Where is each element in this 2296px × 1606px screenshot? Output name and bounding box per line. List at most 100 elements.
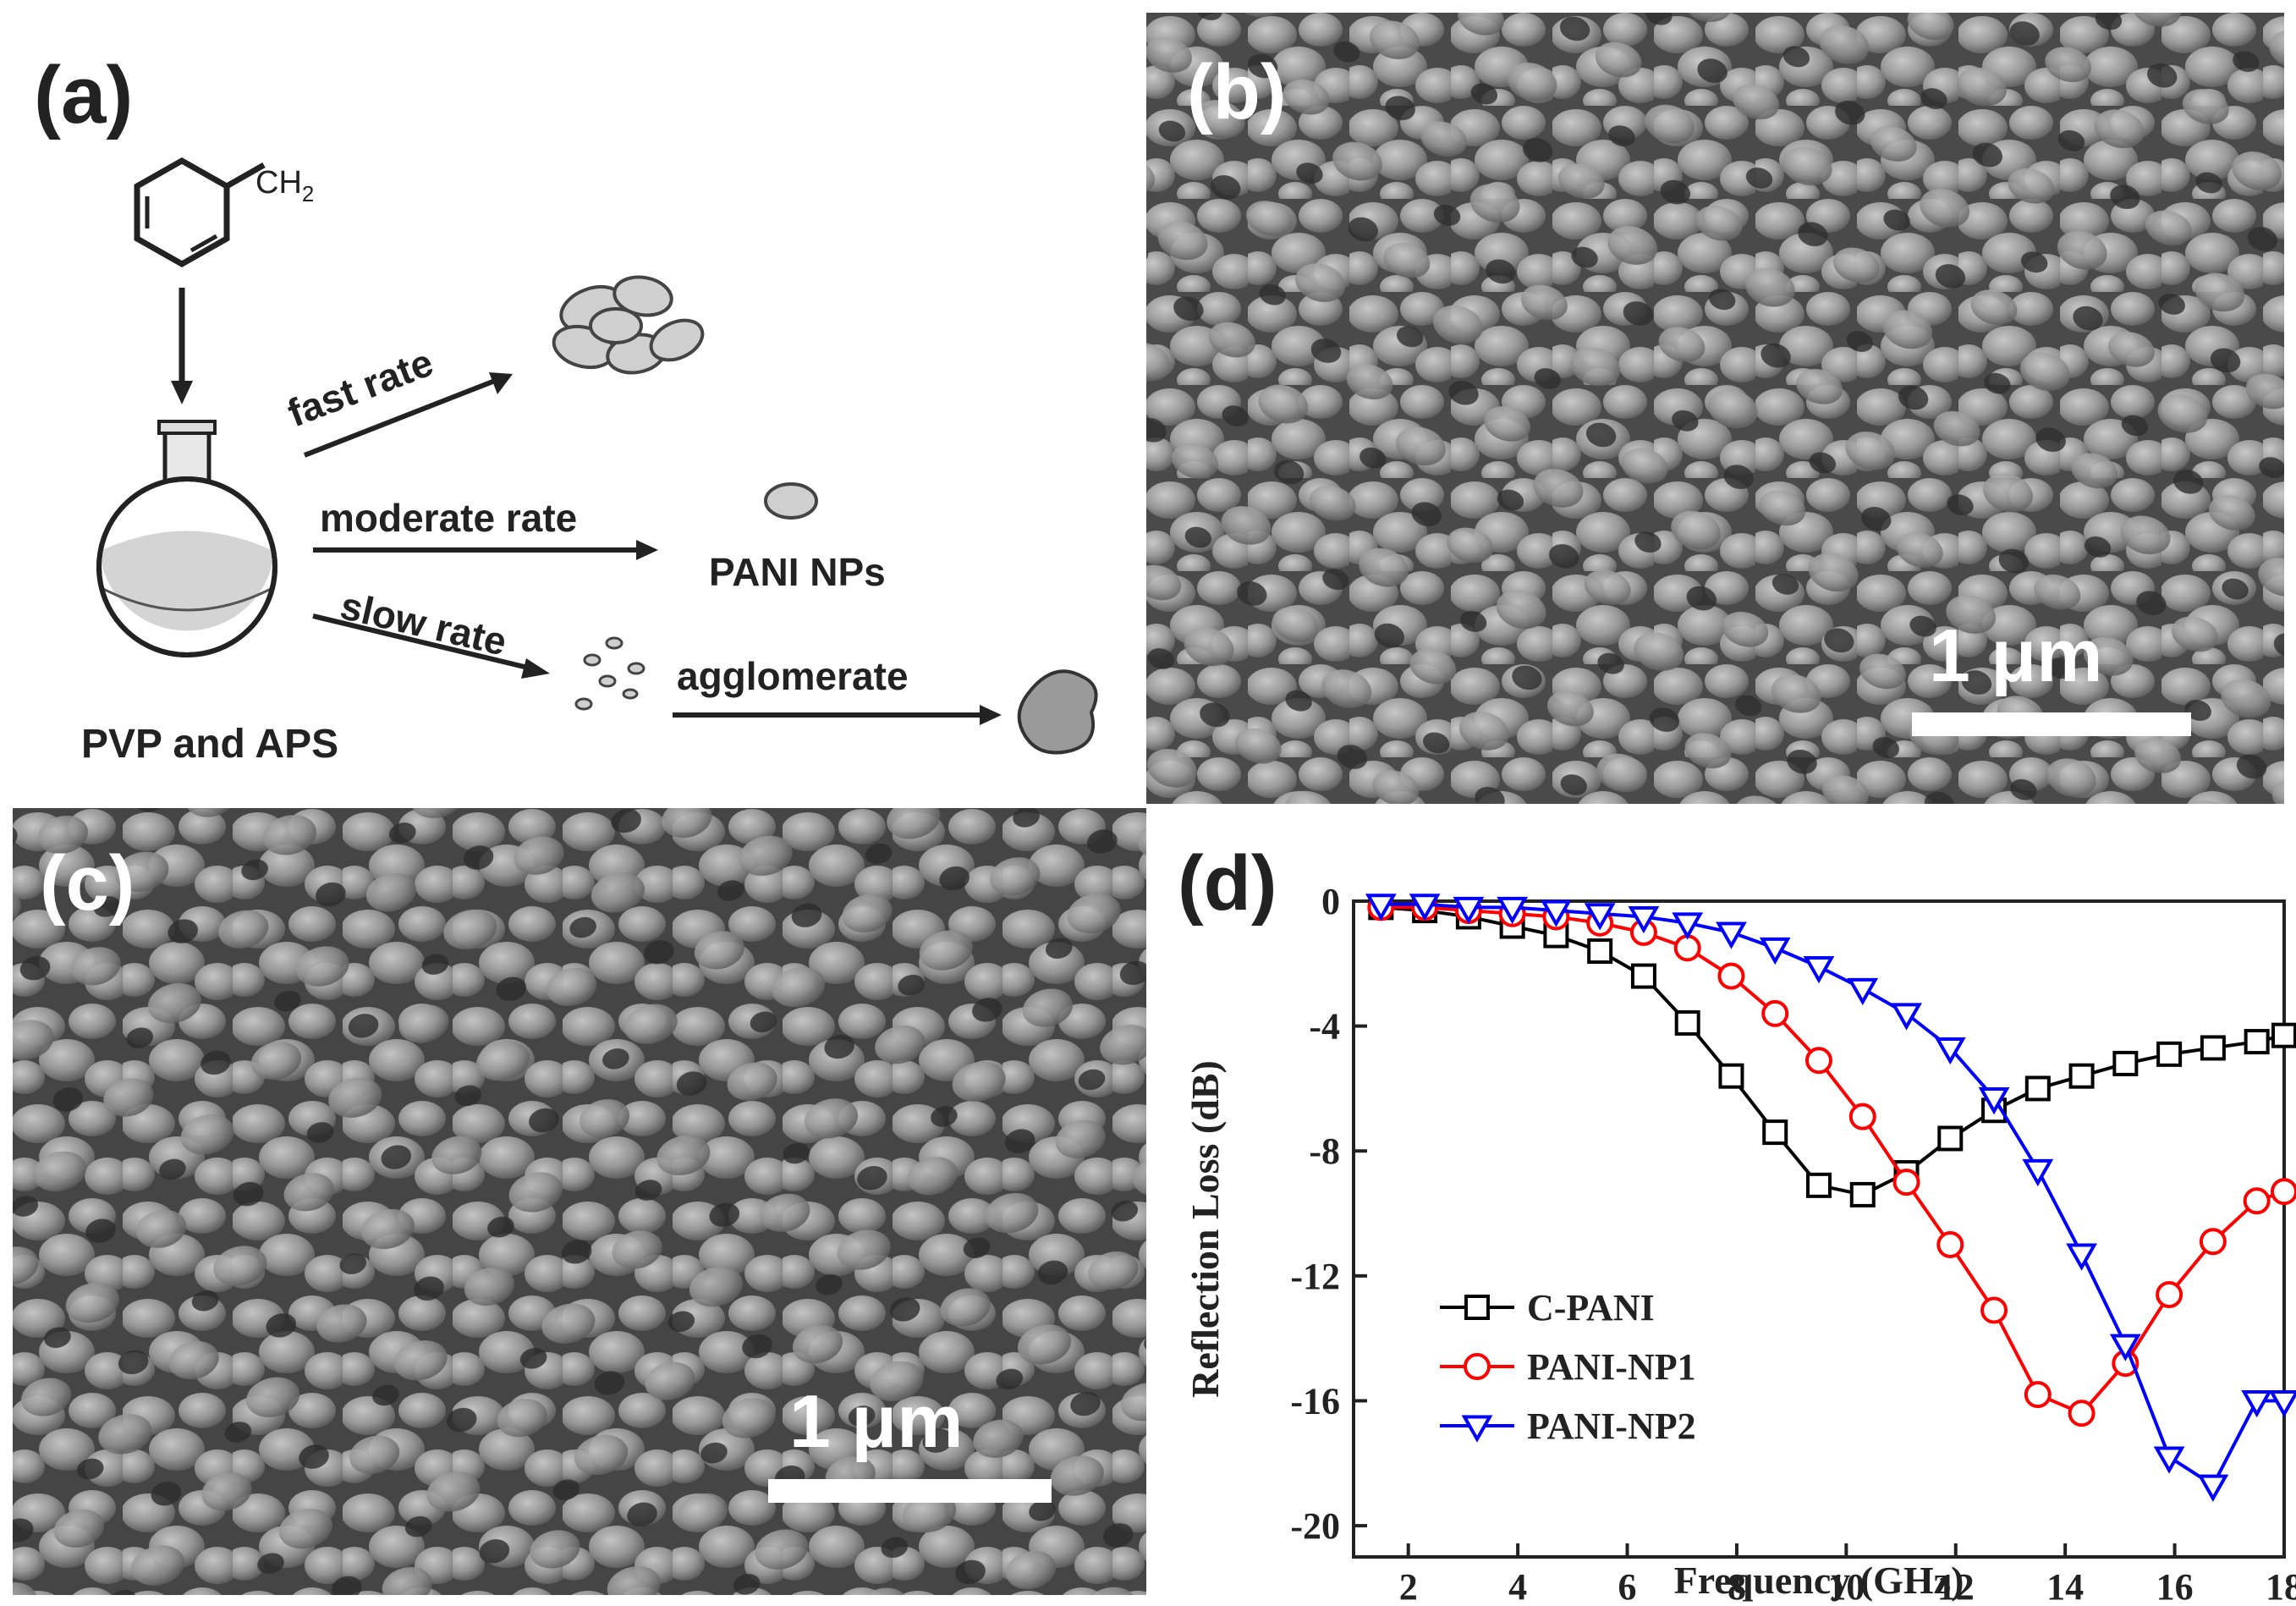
data-point-triangle [1803, 956, 1835, 984]
scale-bar-c [768, 1479, 1052, 1503]
agglomerate-arrow [673, 705, 1002, 725]
data-point-square [2156, 1041, 2183, 1067]
sem-image-c: (c) 1 μm [13, 808, 1146, 1595]
slow-rate-arrow [312, 613, 550, 679]
fast-rate-arrow [303, 372, 513, 458]
molecule-label: CH2 [255, 165, 314, 206]
data-point-circle [2199, 1228, 2227, 1256]
data-point-triangle [1365, 894, 1397, 921]
reflection-loss-chart: (d) 2 4 6 8 10 12 14 16 18 0 -4 -8 -12 -16 -20 C-PANI P… [1178, 840, 2296, 1606]
reflection-loss-chart-panel: (d) 2 4 6 8 10 12 14 16 18 0 -4 -8 -12 -16 -20 C-PANI P… [1151, 808, 2296, 1606]
data-point-circle [1936, 1230, 1964, 1258]
flask-icon [96, 420, 277, 657]
series-c-pani [1368, 894, 2296, 1207]
data-point-triangle [2109, 1334, 2141, 1361]
data-point-square [2244, 1029, 2270, 1055]
y-tick-label: -8 [1309, 1130, 1340, 1172]
legend-item: PANI-NP2 [1440, 1405, 1696, 1447]
panel-label-d: (d) [1178, 840, 1277, 927]
agglomerate-label: agglomerate [677, 654, 909, 698]
data-point-triangle [1584, 903, 1616, 931]
data-point-triangle [1628, 905, 1660, 934]
legend-label: C-PANI [1527, 1287, 1655, 1328]
series-line [1381, 905, 2285, 1416]
data-point-triangle [1934, 1037, 1966, 1065]
data-point-triangle [1672, 912, 1704, 940]
legend-label: PANI-NP1 [1527, 1346, 1696, 1388]
data-point-triangle [1716, 921, 1747, 949]
data-point-circle [1805, 1047, 1832, 1075]
data-point-square [2112, 1050, 2139, 1076]
legend-label: PANI-NP2 [1527, 1405, 1696, 1447]
y-tick-label: -12 [1290, 1256, 1340, 1297]
data-point-triangle [2066, 1243, 2097, 1271]
legend-item: PANI-NP1 [1440, 1346, 1696, 1388]
data-point-square [1630, 963, 1656, 989]
data-point-circle [1848, 1103, 1876, 1130]
series-line [1381, 905, 2285, 1197]
data-point-circle [1464, 1353, 1491, 1380]
x-tick-label: 16 [2156, 1566, 2194, 1606]
chart-series [1365, 894, 2296, 1502]
series-pani-np2 [1365, 894, 2296, 1502]
series-line [1381, 902, 2284, 1488]
x-tick-label: 6 [1618, 1566, 1637, 1606]
data-point-square [1937, 1125, 1964, 1152]
data-point-triangle [2197, 1474, 2229, 1502]
y-tick-label: 0 [1321, 881, 1340, 922]
data-point-triangle [1978, 1087, 2010, 1115]
data-point-circle [2068, 1400, 2096, 1427]
data-point-square [1762, 1119, 1788, 1146]
data-point-circle [1980, 1296, 2008, 1324]
x-tick-label: 14 [2046, 1566, 2084, 1606]
data-point-triangle [2241, 1390, 2273, 1418]
y-tick-label: -4 [1309, 1006, 1340, 1048]
x-tick-label: 4 [1508, 1566, 1527, 1606]
fast-rate-label: fast rate [282, 340, 439, 436]
moderate-rate-arrow [313, 540, 658, 560]
scale-bar-label-c: 1 μm [789, 1379, 963, 1463]
x-tick-label: 12 [1937, 1566, 1975, 1606]
chart-axes: 2 4 6 8 10 12 14 16 18 0 -4 -8 -12 -16 -20 [1290, 881, 2296, 1606]
data-point-square [1464, 1295, 1490, 1320]
agglomerate-particle-icon [1017, 669, 1098, 755]
y-axis-label: Reflection Loss (dB) [1184, 1060, 1227, 1398]
panel-label-c: (c) [40, 840, 135, 927]
panel-label-a: (a) [34, 50, 133, 140]
data-point-square [2271, 1022, 2296, 1048]
x-axis-label: Frequency (GHz) [1674, 1559, 1964, 1602]
x-tick-label: 18 [2266, 1566, 2296, 1606]
legend-item: C-PANI [1440, 1287, 1655, 1328]
data-point-triangle [1541, 899, 1572, 927]
y-tick-label: -20 [1290, 1505, 1340, 1547]
data-point-square [1674, 1009, 1700, 1036]
data-point-triangle [1453, 896, 1485, 925]
nuclei-icon [574, 636, 645, 711]
data-point-triangle [1497, 896, 1529, 925]
sem-texture-c: (c) 1 μm [13, 808, 1146, 1595]
data-point-triangle [1847, 977, 1879, 1006]
data-point-square [1849, 1181, 1876, 1207]
data-point-circle [2024, 1381, 2052, 1409]
data-point-square [1587, 938, 1613, 965]
schematic-panel: (a) CH2 PVP and APS fast r [0, 0, 1142, 804]
data-point-triangle [1461, 1415, 1493, 1443]
data-point-triangle [1759, 937, 1791, 965]
data-point-triangle [2022, 1158, 2054, 1187]
x-tick-label: 8 [1727, 1566, 1746, 1606]
data-point-triangle [1409, 894, 1441, 921]
single-particle-icon [764, 482, 818, 520]
data-point-square [2068, 1063, 2095, 1089]
x-tick-label: 2 [1399, 1566, 1418, 1606]
moderate-rate-label: moderate rate [320, 496, 577, 540]
data-point-square [1718, 1063, 1744, 1089]
panel-label-b: (b) [1187, 49, 1286, 135]
schematic-figure: (a) CH2 PVP and APS fast r [34, 50, 1098, 767]
slow-rate-label: slow rate [337, 583, 511, 664]
data-point-triangle [2153, 1446, 2185, 1474]
x-tick-label: 10 [1827, 1566, 1865, 1606]
plot-frame [1352, 899, 2286, 1559]
data-point-circle [2156, 1281, 2183, 1308]
scale-bar-label-b: 1 μm [1929, 613, 2102, 697]
data-point-circle [2243, 1187, 2271, 1215]
